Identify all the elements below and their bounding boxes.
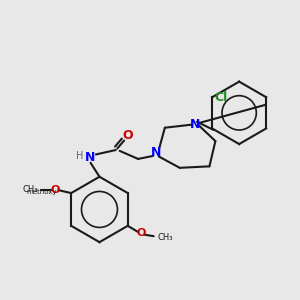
Text: methoxy: methoxy (26, 189, 57, 195)
Text: Cl: Cl (214, 91, 228, 104)
Text: N: N (151, 146, 161, 160)
Text: N: N (189, 118, 200, 131)
Text: H: H (76, 151, 84, 161)
Text: O: O (50, 185, 59, 195)
Text: N: N (85, 151, 96, 164)
Text: O: O (136, 228, 146, 238)
Text: O: O (122, 129, 133, 142)
Text: CH₃: CH₃ (158, 233, 173, 242)
Text: CH₃: CH₃ (22, 185, 38, 194)
